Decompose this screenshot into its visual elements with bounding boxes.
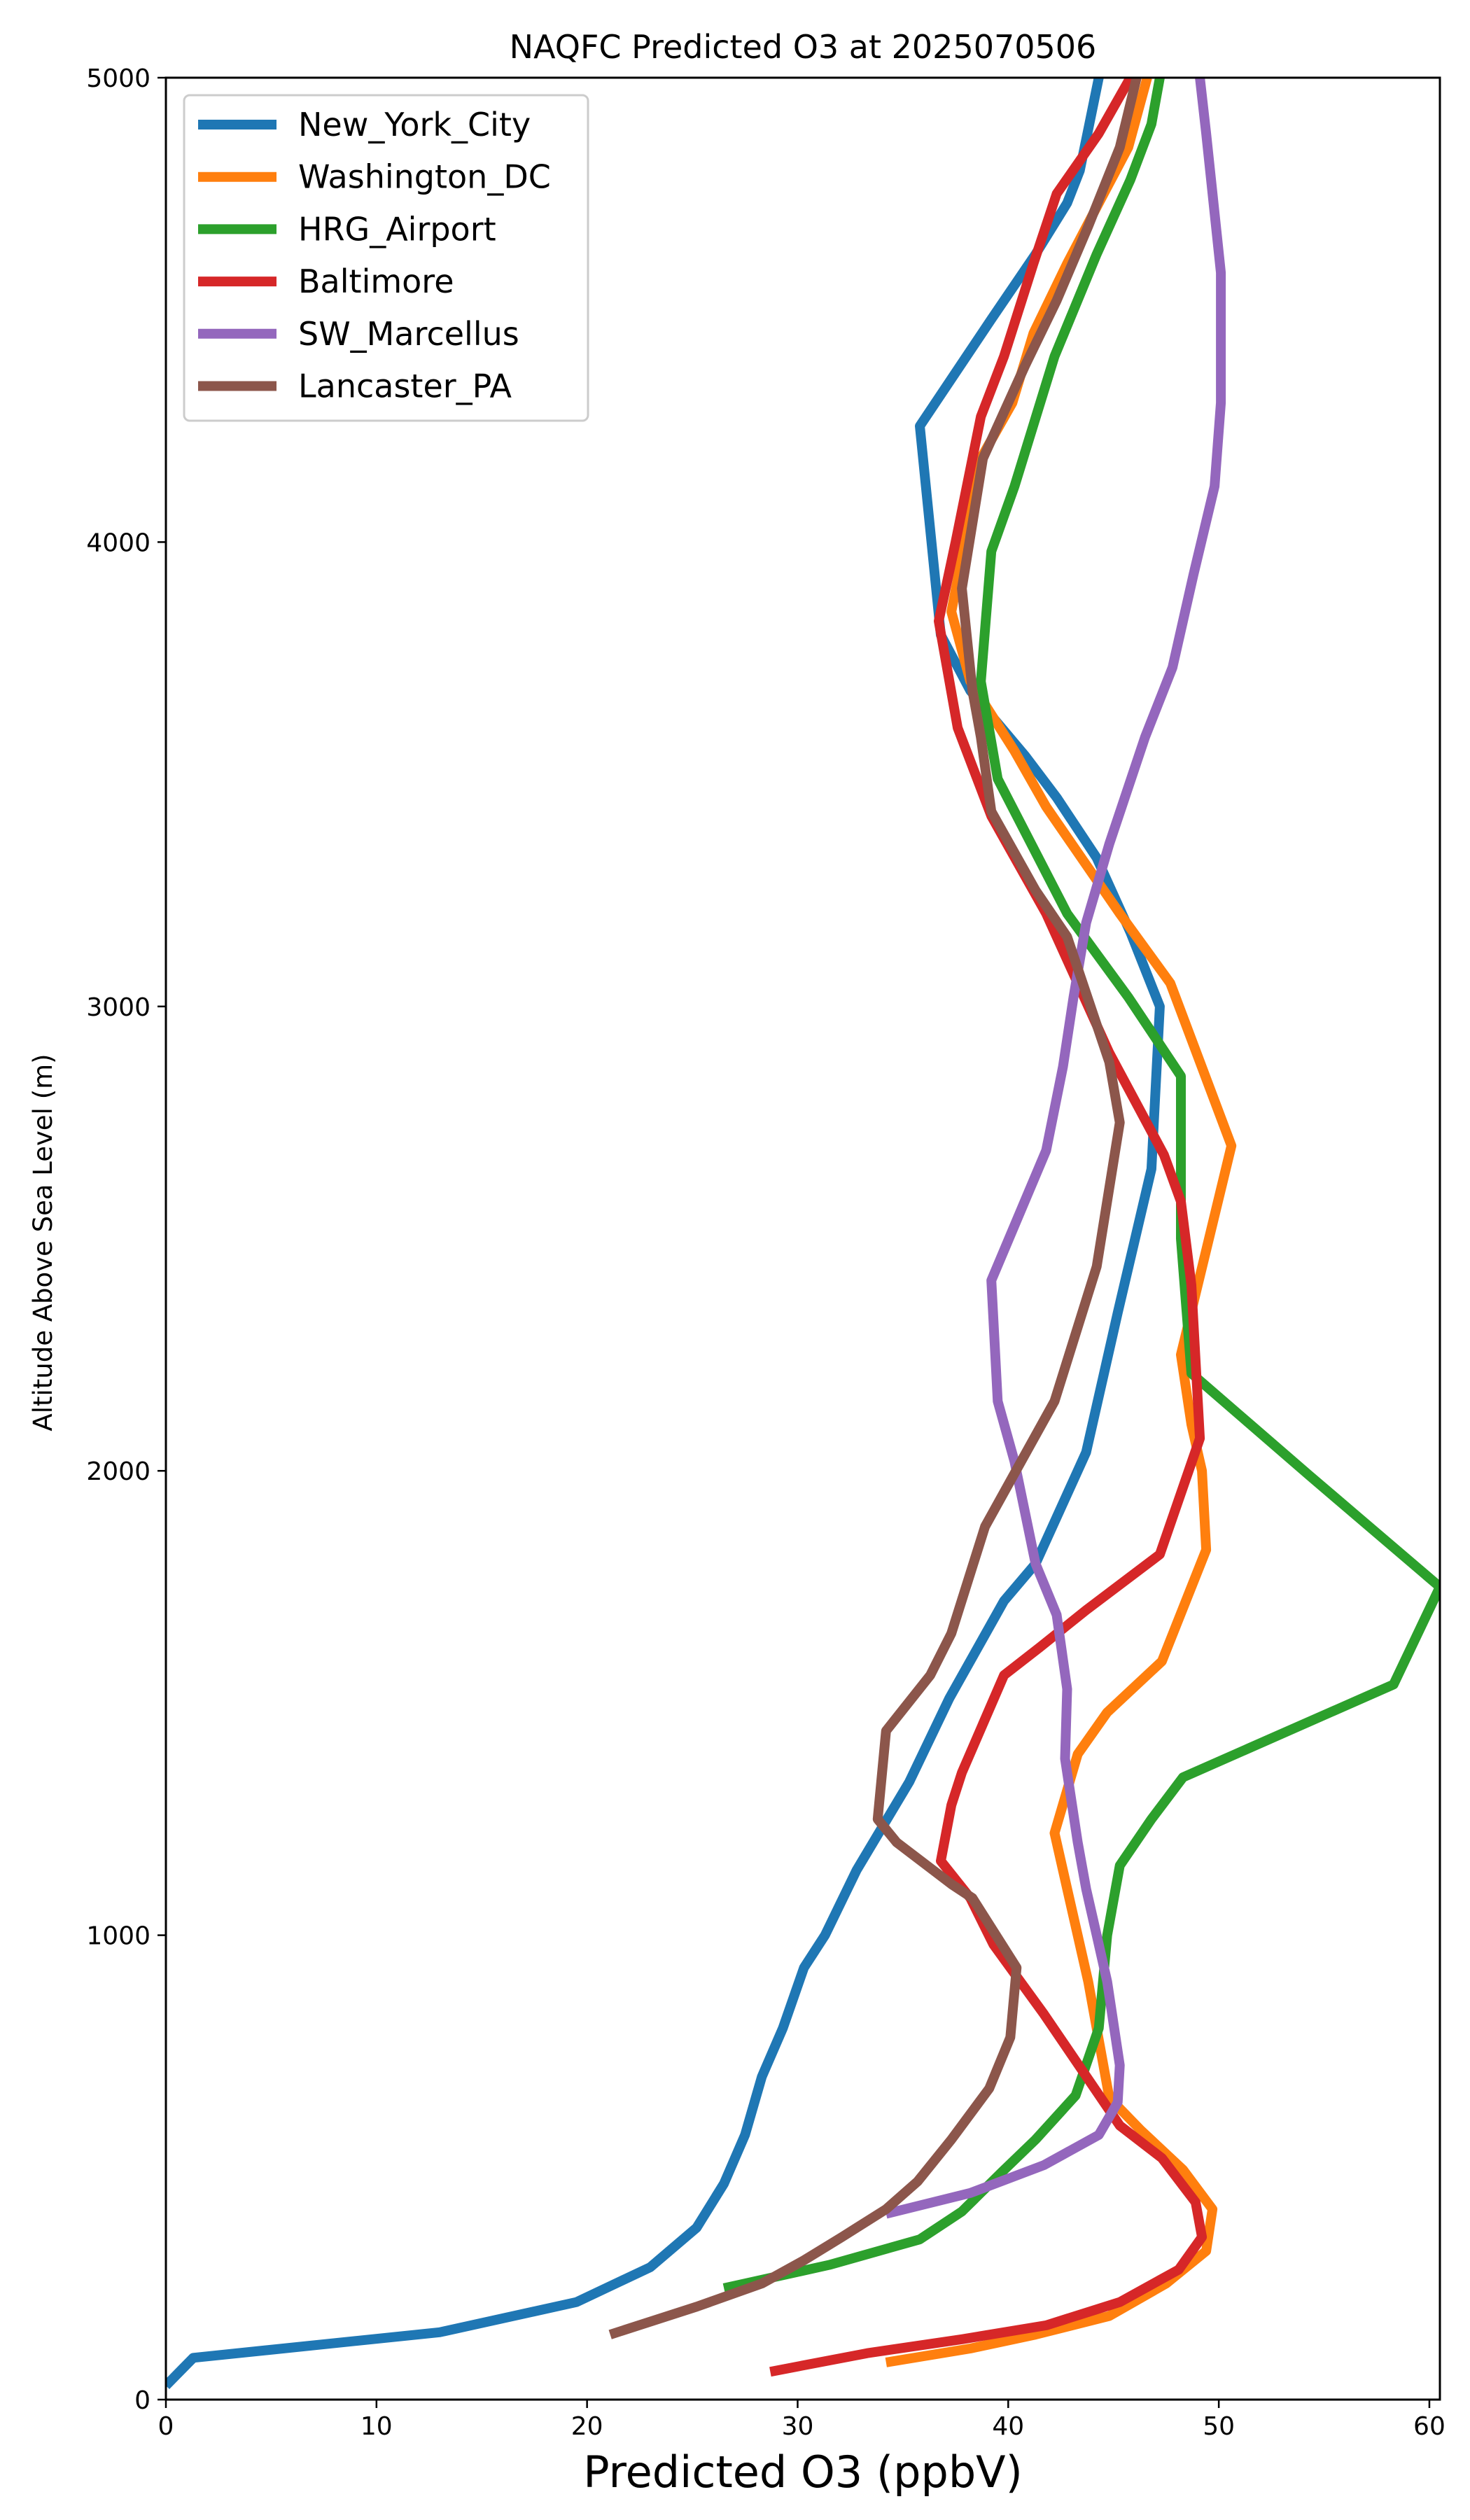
y-tick-label: 2000 bbox=[86, 1457, 150, 1486]
series-line-baltimore bbox=[769, 78, 1208, 2377]
legend-label-sw-marcellus: SW_Marcellus bbox=[298, 315, 519, 353]
legend-label-baltimore: Baltimore bbox=[298, 262, 454, 300]
legend-box bbox=[183, 94, 589, 422]
x-tick-label: 20 bbox=[571, 2412, 603, 2441]
plot-frame bbox=[164, 76, 1441, 2401]
y-tick-label: 3000 bbox=[86, 993, 150, 1022]
legend-label-new-york-city: New_York_City bbox=[298, 106, 531, 144]
chart-title: NAQFC Predicted O3 at 2025070506 bbox=[510, 28, 1097, 66]
legend-label-hrg-airport: HRG_Airport bbox=[298, 210, 496, 248]
y-tick-label: 0 bbox=[134, 2386, 150, 2415]
x-tick-label: 60 bbox=[1413, 2412, 1446, 2441]
y-tick-label: 1000 bbox=[86, 1922, 150, 1951]
x-axis-ticks: 0 10 20 30 40 50 60 bbox=[158, 2400, 1446, 2441]
legend-label-lancaster-pa: Lancaster_PA bbox=[298, 368, 512, 405]
x-tick-label: 40 bbox=[992, 2412, 1024, 2441]
series-line-sw-marcellus bbox=[885, 78, 1226, 2219]
x-tick-label: 30 bbox=[782, 2412, 814, 2441]
y-tick-label: 4000 bbox=[86, 528, 150, 557]
y-axis-ticks: 0 1000 2000 3000 4000 5000 bbox=[86, 64, 166, 2415]
x-axis-label: Predicted O3 (ppbV) bbox=[583, 2446, 1023, 2498]
series-line-lancaster-pa bbox=[608, 78, 1142, 2339]
y-axis-label: Altitude Above Sea Level (m) bbox=[28, 1054, 58, 1431]
x-tick-label: 10 bbox=[360, 2412, 393, 2441]
y-tick-label: 5000 bbox=[86, 64, 150, 93]
x-tick-label: 0 bbox=[158, 2412, 174, 2441]
x-tick-label: 50 bbox=[1203, 2412, 1235, 2441]
series-line-hrg-airport bbox=[722, 78, 1440, 2293]
legend-label-washington-dc: Washington_DC bbox=[298, 158, 551, 196]
series-layer bbox=[166, 78, 1440, 2390]
legend: New_York_City Washington_DC HRG_Airport Bal… bbox=[183, 94, 589, 422]
